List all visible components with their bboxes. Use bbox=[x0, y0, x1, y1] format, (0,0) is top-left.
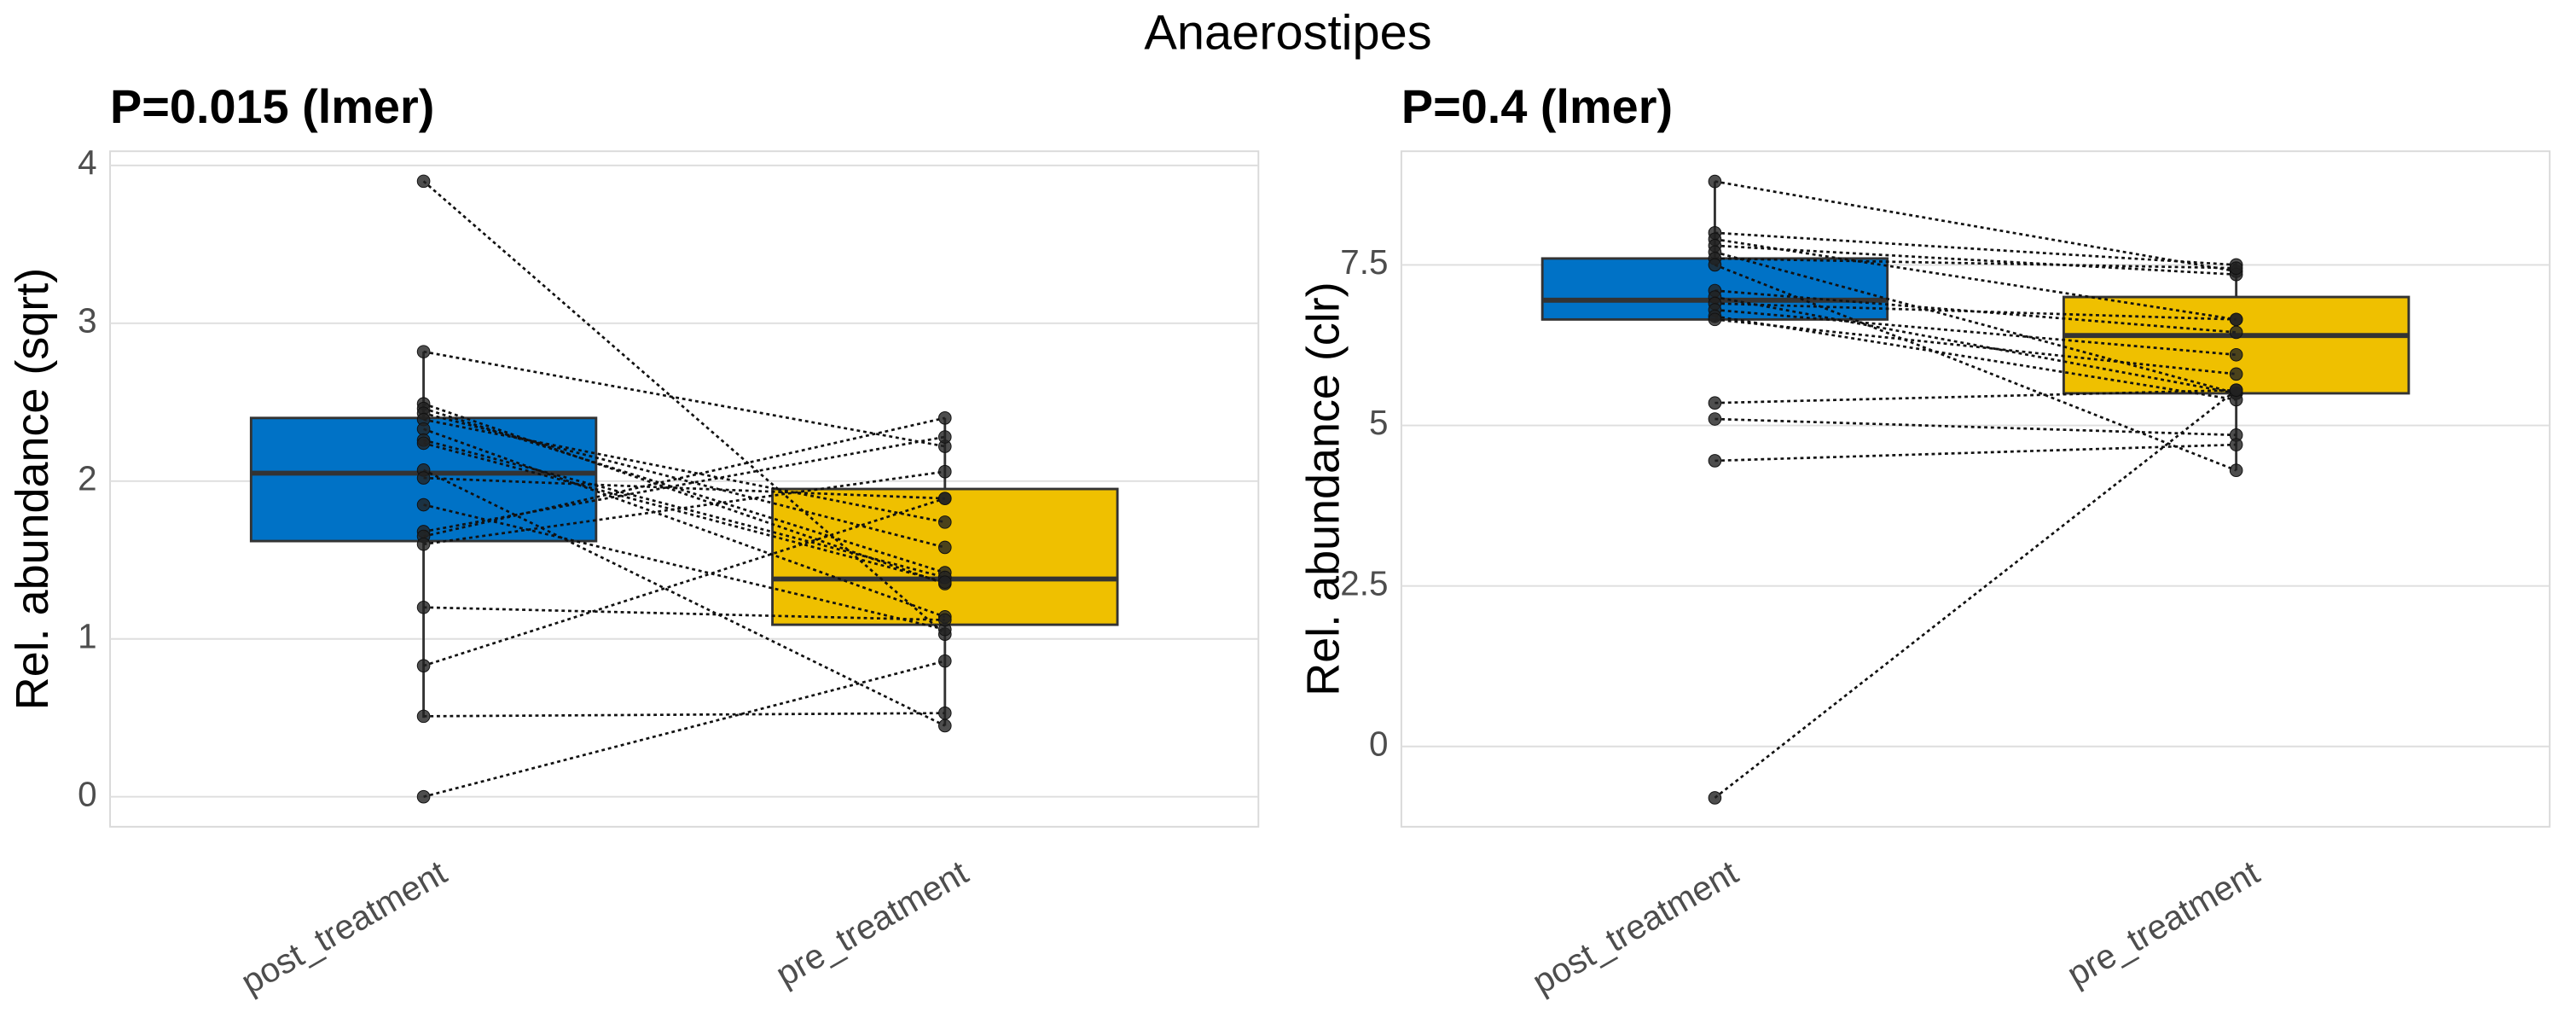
data-point bbox=[1708, 174, 1722, 189]
data-point bbox=[937, 430, 952, 444]
data-point bbox=[2229, 312, 2243, 327]
pair-line bbox=[1714, 315, 2237, 401]
x-tick-label: post_treatment bbox=[1526, 852, 1745, 1002]
y-tick-label: 3 bbox=[78, 301, 97, 340]
figure-title: Anaerostipes bbox=[1144, 6, 1431, 61]
pair-line bbox=[423, 418, 946, 524]
pair-line bbox=[1714, 389, 2237, 800]
y-axis-title: Rel. abundance (sqrt) bbox=[7, 268, 58, 710]
data-point bbox=[937, 719, 952, 733]
plot-border bbox=[109, 150, 1260, 828]
pair-line bbox=[1714, 318, 2237, 375]
pair-line bbox=[423, 407, 946, 574]
data-point bbox=[416, 436, 431, 451]
box bbox=[771, 487, 1119, 626]
data-point bbox=[416, 497, 431, 512]
data-point bbox=[1708, 396, 1722, 410]
data-point bbox=[416, 600, 431, 614]
data-point bbox=[1708, 412, 1722, 426]
y-tick-label: 1 bbox=[78, 616, 97, 655]
data-point bbox=[937, 654, 952, 668]
pair-line bbox=[1714, 295, 2237, 395]
data-point bbox=[937, 464, 952, 479]
y-tick-label: 2 bbox=[78, 458, 97, 497]
data-point bbox=[937, 613, 952, 627]
y-tick-label: 5 bbox=[1369, 403, 1389, 442]
pair-line bbox=[423, 435, 946, 533]
data-point bbox=[2229, 347, 2243, 362]
data-point bbox=[937, 411, 952, 425]
data-point bbox=[2229, 367, 2243, 381]
y-axis-title: Rel. abundance (clr) bbox=[1298, 282, 1349, 695]
data-point bbox=[937, 492, 952, 505]
pair-line bbox=[1714, 251, 2237, 395]
pair-line bbox=[423, 442, 946, 584]
data-point bbox=[416, 537, 431, 551]
pair-line bbox=[1714, 302, 2237, 321]
panel-title: P=0.015 (lmer) bbox=[110, 79, 434, 133]
data-point bbox=[2229, 438, 2243, 451]
data-point bbox=[2229, 383, 2243, 397]
pair-line bbox=[422, 468, 946, 727]
pair-line bbox=[423, 606, 945, 621]
pair-line bbox=[1714, 388, 2237, 404]
data-point bbox=[2229, 325, 2243, 340]
pair-line bbox=[423, 350, 946, 448]
y-tick-label: 2.5 bbox=[1340, 563, 1388, 602]
data-point bbox=[937, 575, 952, 589]
data-point bbox=[416, 174, 431, 189]
x-tick-label: post_treatment bbox=[235, 852, 454, 1002]
pair-line bbox=[423, 428, 946, 619]
y-tick-label: 0 bbox=[78, 774, 97, 813]
data-point bbox=[416, 471, 431, 485]
pair-line bbox=[1714, 180, 2237, 273]
data-point bbox=[1708, 312, 1722, 327]
panel: P=0.4 (lmer) Rel. abundance (clr) 0 2.5 5 7.5… bbox=[1298, 79, 2551, 1002]
pair-line bbox=[423, 712, 945, 718]
data-point bbox=[416, 345, 431, 358]
data-point bbox=[1708, 258, 1722, 272]
panel: P=0.015 (lmer) Rel. abundance (sqrt) 0 1 2 3 4… bbox=[7, 79, 1260, 1002]
x-tick-label: pre_treatment bbox=[769, 852, 974, 994]
data-point bbox=[937, 706, 952, 720]
pair-line bbox=[1714, 231, 2237, 266]
pair-line bbox=[1714, 244, 2237, 276]
data-point bbox=[1708, 454, 1722, 468]
data-point bbox=[416, 789, 431, 804]
data-point bbox=[937, 540, 952, 555]
data-point bbox=[416, 709, 431, 724]
plot-border bbox=[1400, 150, 2551, 828]
data-point bbox=[416, 659, 431, 672]
pair-line bbox=[1714, 308, 2237, 357]
pair-line bbox=[423, 411, 946, 549]
pair-line bbox=[1714, 264, 2237, 472]
data-point bbox=[1708, 791, 1722, 805]
x-tick-label: pre_treatment bbox=[2060, 852, 2266, 994]
pair-line bbox=[422, 180, 946, 636]
pair-line bbox=[1714, 237, 2237, 321]
pair-line bbox=[1714, 257, 2237, 270]
data-point bbox=[2229, 463, 2243, 478]
data-point bbox=[2229, 261, 2243, 275]
pair-line bbox=[423, 660, 946, 798]
y-tick-label: 0 bbox=[1369, 724, 1389, 763]
pair-line bbox=[423, 476, 945, 500]
pair-line bbox=[423, 470, 945, 546]
panel-title: P=0.4 (lmer) bbox=[1401, 79, 1673, 133]
pair-line bbox=[423, 497, 946, 667]
pair-line bbox=[1714, 417, 2237, 437]
data-point bbox=[416, 422, 431, 436]
pair-line bbox=[1714, 289, 2237, 334]
y-tick-label: 7.5 bbox=[1340, 242, 1388, 282]
pair-line bbox=[1714, 443, 2237, 463]
data-point bbox=[937, 515, 952, 529]
y-tick-label: 4 bbox=[78, 143, 97, 183]
